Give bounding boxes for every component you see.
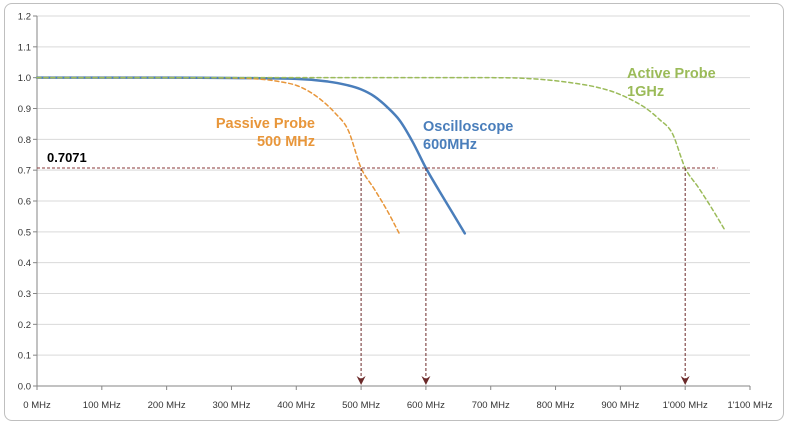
x-tick-label: 0 MHz xyxy=(23,400,51,411)
x-tick-label: 500 MHz xyxy=(342,400,380,411)
y-tick-label: 0.6 xyxy=(18,197,31,208)
marker-arrow-icon xyxy=(356,376,366,385)
x-tick-label: 600 MHz xyxy=(407,400,445,411)
marker-group xyxy=(356,167,690,385)
y-tick-label: 0.1 xyxy=(18,351,31,362)
marker-arrow-icon xyxy=(421,376,431,385)
y-tick-label: 0.9 xyxy=(18,104,31,115)
reference-line-group: 0.7071 xyxy=(37,150,718,169)
x-tick-label: 900 MHz xyxy=(601,400,639,411)
x-tick-label: 200 MHz xyxy=(148,400,186,411)
series-labels: Oscilloscope 600MHz Passive Probe 500 MHz Ac… xyxy=(216,66,716,153)
y-tick-label: 0.7 xyxy=(18,166,31,177)
grid-lines xyxy=(37,15,750,356)
y-tick-label: 0.4 xyxy=(18,258,31,269)
series-oscilloscope-label: Oscilloscope 600MHz xyxy=(423,119,513,153)
series-group xyxy=(35,76,725,236)
x-tick-label: 800 MHz xyxy=(537,400,575,411)
series-active-probe-label: Active Probe 1GHz xyxy=(627,66,716,100)
y-tick-label: 0.3 xyxy=(18,289,31,300)
x-tick-label: 300 MHz xyxy=(212,400,250,411)
x-tick-label: 700 MHz xyxy=(472,400,510,411)
x-tick-label: 400 MHz xyxy=(277,400,315,411)
x-tick-label: 1'000 MHz xyxy=(663,400,708,411)
y-tick-labels: 0.0 0.1 0.2 0.3 0.4 0.5 0.6 0.7 0.8 0.9 1.0 1.1 1.2 xyxy=(18,12,31,393)
y-tick-label: 0.5 xyxy=(18,227,31,238)
series-oscilloscope xyxy=(35,76,467,235)
y-tick-label: 0.8 xyxy=(18,135,31,146)
y-tick-label: 1.0 xyxy=(18,73,31,84)
x-tick-label: 100 MHz xyxy=(83,400,121,411)
x-tick-labels: 0 MHz 100 MHz 200 MHz 300 MHz 400 MHz 500 MHz… xyxy=(23,400,773,411)
series-passive-probe xyxy=(36,76,401,236)
marker-arrow-icon xyxy=(680,376,690,385)
chart-frame xyxy=(4,3,784,421)
x-tick-label: 1'100 MHz xyxy=(727,400,772,411)
y-tick-label: 0.2 xyxy=(18,320,31,331)
y-tick-label: 1.1 xyxy=(18,42,31,53)
reference-label: 0.7071 xyxy=(47,150,87,165)
y-tick-label: 0.0 xyxy=(18,382,31,393)
series-passive-probe-label: Passive Probe 500 MHz xyxy=(216,116,315,150)
y-tick-label: 1.2 xyxy=(18,12,31,23)
